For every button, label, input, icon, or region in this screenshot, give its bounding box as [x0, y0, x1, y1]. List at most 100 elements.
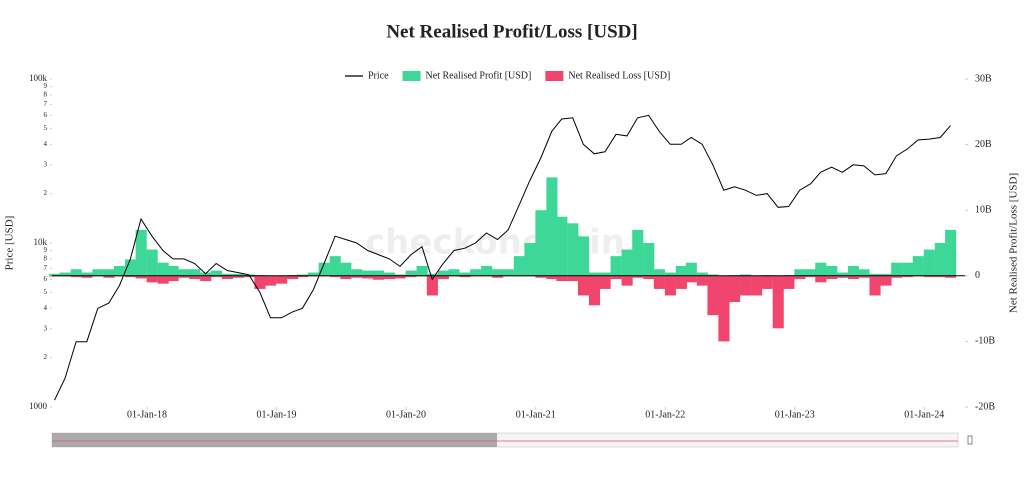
profit-bar	[794, 269, 806, 276]
loss-bar	[858, 275, 870, 278]
profit-bar	[308, 272, 320, 276]
y-tick-label: 3	[44, 160, 48, 168]
loss-bar	[405, 275, 417, 278]
profit-bar	[524, 243, 536, 276]
loss-bar	[546, 275, 558, 280]
x-tick-label: 01-Jan-23	[775, 409, 815, 420]
profit-bar	[437, 270, 449, 276]
profit-bar	[405, 270, 417, 276]
y-tick-label: 7	[44, 264, 48, 272]
loss-bar	[287, 275, 299, 280]
loss-bar	[243, 275, 255, 278]
y-tick-label: 9	[44, 246, 48, 254]
loss-bar	[535, 275, 547, 278]
profit-bar	[189, 269, 201, 276]
profit-bar	[664, 272, 676, 276]
chart-title: Net Realised Profit/Loss [USD]	[386, 21, 637, 42]
profit-bar	[362, 270, 374, 276]
profit-bar	[492, 269, 504, 276]
navigator-handle[interactable]	[967, 435, 973, 445]
legend-label: Net Realised Loss [USD]	[568, 70, 670, 81]
profit-bar	[383, 272, 396, 276]
profit-bar	[945, 229, 957, 276]
loss-bar	[297, 275, 309, 278]
loss-bar	[653, 275, 665, 289]
profit-bar	[459, 272, 471, 276]
profit-bar	[49, 273, 61, 276]
y-tick-label: 8	[44, 255, 48, 263]
y-tick-label: 2	[44, 189, 48, 197]
profit-bar	[513, 256, 525, 276]
x-tick-label: 01-Jan-19	[257, 409, 297, 420]
profit-bar	[124, 259, 137, 276]
loss-bar	[588, 275, 601, 306]
loss-bar	[945, 275, 957, 278]
profit-bar	[632, 229, 644, 276]
profit-bar	[481, 265, 493, 276]
loss-bar	[805, 275, 817, 278]
x-tick-label: 01-Jan-22	[645, 409, 685, 420]
loss-bar	[718, 275, 730, 342]
loss-bar	[632, 275, 644, 278]
profit-bar	[923, 249, 935, 276]
y-tick-label: 8	[44, 91, 48, 99]
y-axis-label: Price [USD]	[4, 216, 16, 271]
profit-bar	[70, 269, 82, 276]
profit-bar	[643, 243, 655, 276]
loss-bar	[178, 275, 190, 278]
loss-bar	[643, 275, 655, 280]
profit-bar	[653, 269, 665, 276]
loss-bar	[210, 275, 222, 278]
profit-bar	[178, 269, 190, 276]
loss-bar	[772, 275, 784, 329]
loss-bar	[923, 275, 935, 278]
loss-bar	[157, 275, 169, 284]
loss-bar	[685, 275, 697, 283]
y-tick-label: 100k	[29, 73, 48, 83]
loss-bar	[783, 275, 795, 289]
loss-bar	[146, 275, 158, 283]
profit-bar	[502, 269, 514, 276]
profit-bar	[685, 262, 697, 276]
profit-bar	[92, 269, 104, 276]
profit-bar	[934, 243, 946, 276]
y-tick-label: 3	[44, 324, 48, 332]
profit-bar	[546, 177, 558, 276]
loss-bar	[200, 275, 212, 282]
loss-bar	[362, 275, 374, 279]
loss-bar	[254, 275, 266, 289]
profit-bar	[567, 223, 579, 276]
y2-axis-label: Net Realised Profit/Loss [USD]	[1008, 173, 1020, 313]
y2-tick-label: 30B	[975, 73, 992, 84]
profit-bar	[59, 272, 71, 276]
profit-bar	[297, 274, 309, 276]
profit-bar	[696, 272, 708, 276]
y-tick-label: 10k	[34, 237, 48, 247]
loss-bar	[836, 275, 848, 278]
y-tick-label: 6	[44, 111, 48, 119]
loss-bar	[891, 275, 903, 278]
y-tick-label: 6	[44, 275, 48, 283]
loss-bar	[880, 275, 892, 286]
profit-bar	[577, 236, 590, 276]
profit-bar	[318, 262, 330, 276]
profit-bar	[740, 274, 752, 276]
profit-bar	[826, 265, 838, 276]
profit-bar	[912, 256, 924, 276]
profit-bar	[157, 262, 169, 276]
profit-bar	[556, 216, 568, 276]
loss-bar	[135, 275, 147, 279]
loss-bar	[276, 275, 288, 284]
loss-bar	[761, 275, 773, 289]
profit-bar	[448, 269, 460, 276]
loss-bar	[934, 275, 946, 278]
price-line	[54, 114, 951, 401]
loss-bar	[826, 275, 838, 280]
y2-tick-label: 10B	[975, 204, 992, 215]
loss-bar	[847, 275, 859, 280]
x-tick-label: 01-Jan-20	[386, 409, 426, 420]
profit-bar	[351, 269, 363, 276]
loss-bar	[740, 275, 752, 296]
profit-bar	[81, 272, 93, 276]
loss-bar	[707, 275, 719, 316]
